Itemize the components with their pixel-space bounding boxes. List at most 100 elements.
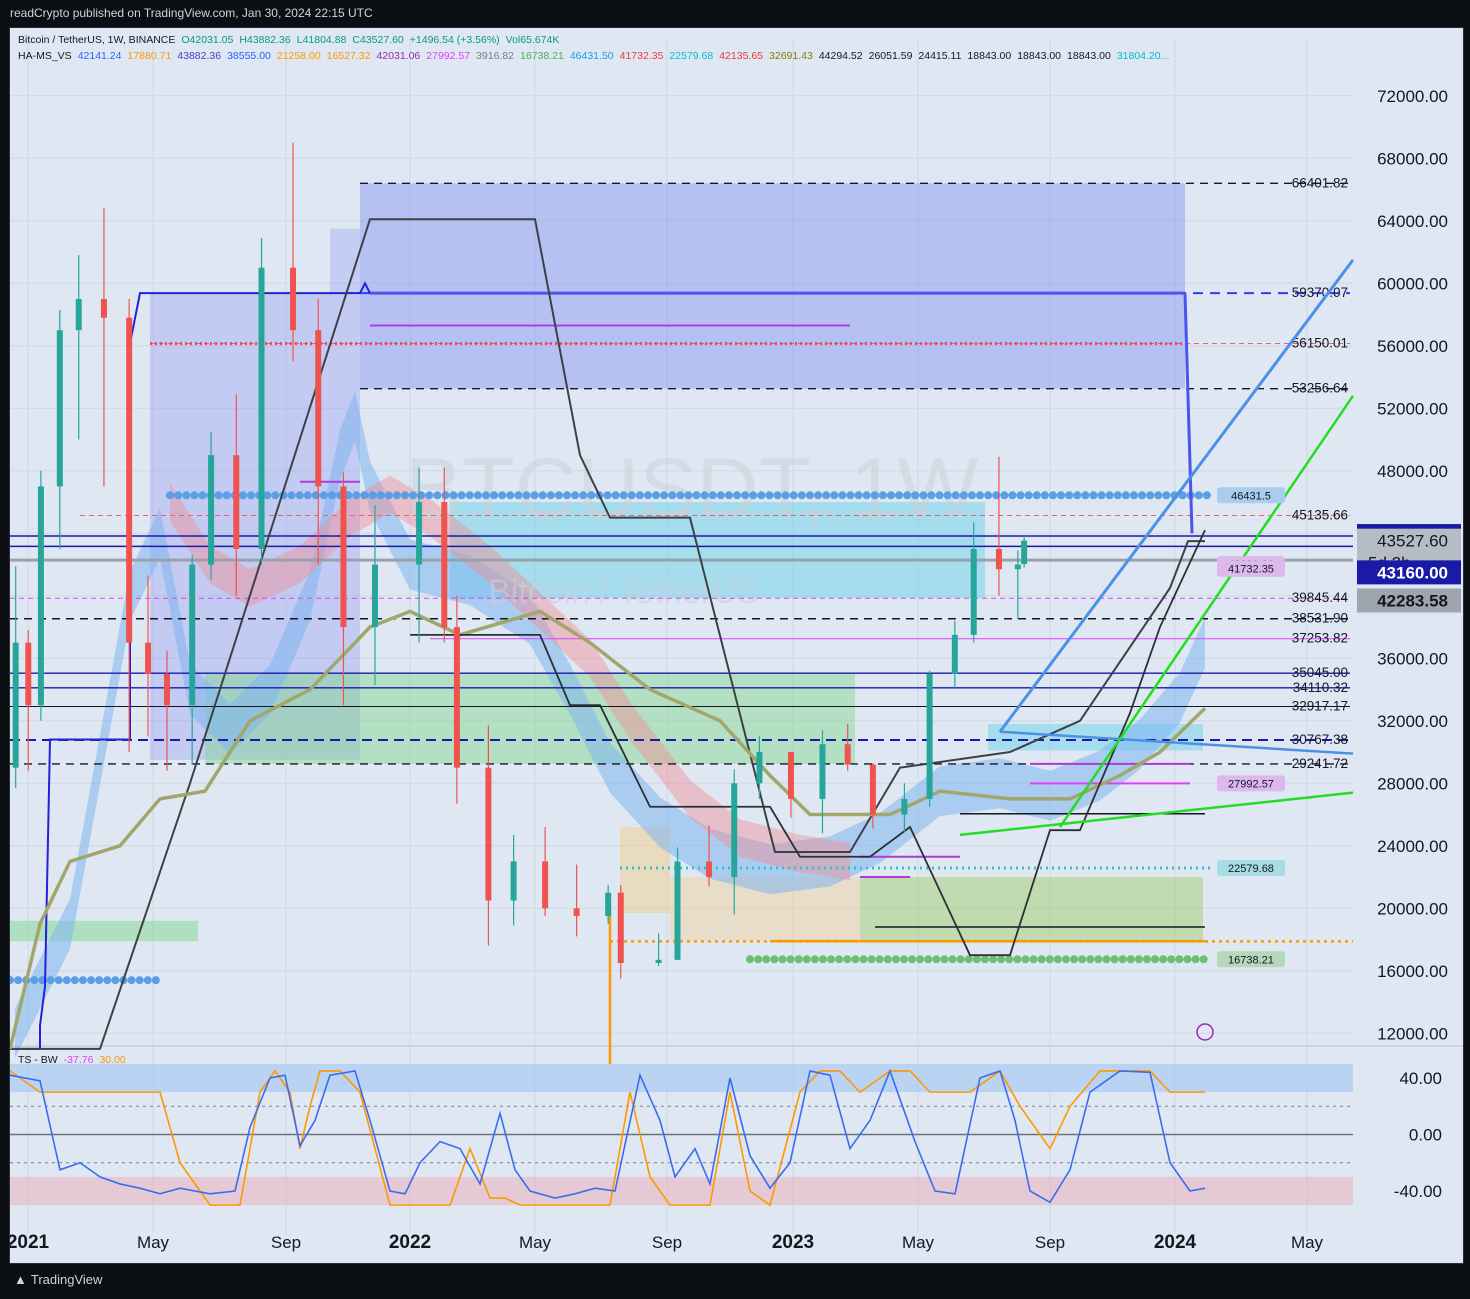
candle-body xyxy=(145,642,152,674)
badge-bg xyxy=(1217,859,1285,876)
badge-label: 22579.68 xyxy=(1228,863,1274,875)
level-label: 53256.64 xyxy=(1292,381,1349,396)
time-tick: May xyxy=(1291,1233,1324,1252)
time-tick: May xyxy=(902,1233,935,1252)
badge-bg xyxy=(1217,951,1285,968)
candle-body xyxy=(163,673,170,706)
level-label: 38531.90 xyxy=(1292,611,1348,626)
oscillator-name: TS - BW xyxy=(18,1054,58,1066)
chart-frame[interactable]: BTCUSDT, 1W Bitcoin / TetherUS 66401.82 593… xyxy=(9,27,1464,1264)
ohlc-change: +1496.54 (+3.56%) xyxy=(409,34,500,46)
level-label: 39845.44 xyxy=(1292,590,1349,605)
oscillator-value-1: -37.76 xyxy=(63,1054,94,1066)
time-tick: 2021 xyxy=(10,1232,50,1253)
candle-body xyxy=(787,752,794,799)
price-tick: 64000.00 xyxy=(1377,212,1448,231)
badge-label: 27992.57 xyxy=(1228,778,1274,790)
footer-brand[interactable]: ▲ TradingView xyxy=(14,1272,102,1287)
price-tick: 72000.00 xyxy=(1377,87,1448,106)
candle-body xyxy=(970,548,977,635)
indicator-value: 42135.65 xyxy=(719,50,764,62)
volume-value: Vol65.674K xyxy=(505,34,560,46)
candle-body xyxy=(617,892,624,963)
osc-tick: -40.00 xyxy=(1394,1182,1442,1201)
price-tick: 60000.00 xyxy=(1377,274,1448,293)
osc-tick: 40.00 xyxy=(1399,1069,1442,1088)
candle-body xyxy=(340,486,347,628)
candle-body xyxy=(819,744,826,799)
watermark-name: Bitcoin / TetherUS xyxy=(488,573,760,611)
green-trend-line xyxy=(1058,395,1355,828)
price-badge-gray: 42283.58 xyxy=(1377,591,1448,610)
channel-upper-line xyxy=(998,258,1355,733)
osc-blue-line xyxy=(10,1068,1206,1204)
indicator-value: 27992.57 xyxy=(426,50,471,62)
indicator-value: 16738.21 xyxy=(520,50,564,62)
candle-body xyxy=(756,752,763,784)
blue-step-line xyxy=(10,281,371,1050)
price-tick: 56000.00 xyxy=(1377,337,1448,356)
black-step-line-2 xyxy=(410,529,1206,957)
candle-body xyxy=(75,298,82,331)
badge-bg xyxy=(1217,775,1285,792)
candle-body xyxy=(951,634,958,674)
candle-body xyxy=(441,502,448,628)
ohlc-open: O42031.05 xyxy=(181,34,234,46)
time-tick: Sep xyxy=(271,1233,301,1252)
candle-body xyxy=(233,455,240,549)
zone-green xyxy=(205,673,855,764)
level-label: 45135.66 xyxy=(1292,508,1348,523)
candle-body xyxy=(510,861,517,901)
price-badge-blue: 43160.00 xyxy=(1377,563,1448,582)
indicator-value: 43882.36 xyxy=(177,50,222,62)
zone-cyan xyxy=(450,502,985,599)
level-label: 29241.72 xyxy=(1292,756,1348,771)
indicator-value: 42031.06 xyxy=(376,50,421,62)
candle-body xyxy=(844,744,851,765)
level-label: 56150.01 xyxy=(1292,335,1348,350)
candle-body xyxy=(37,486,44,706)
lightning-icon xyxy=(1196,1023,1214,1041)
price-tick: 24000.00 xyxy=(1377,837,1448,856)
zone-left-purple-top xyxy=(330,228,360,294)
blue-drop-line xyxy=(1183,293,1194,534)
indicator-value: 24415.11 xyxy=(918,50,962,62)
olive-step-line xyxy=(10,609,1207,1050)
price-tick: 16000.00 xyxy=(1377,962,1448,981)
indicator-legend[interactable]: HA-MS_VS 42141.24 17880.71 43882.36 38555.00… xyxy=(18,50,1181,62)
symbol-legend[interactable]: Bitcoin / TetherUS, 1W, BINANCE O42031.05… xyxy=(18,34,565,46)
time-tick: May xyxy=(137,1233,170,1252)
candle-body xyxy=(315,330,322,487)
badge-bg xyxy=(1217,487,1285,504)
level-label: 32917.17 xyxy=(1292,698,1348,713)
candle-body xyxy=(674,861,681,960)
symbol-title[interactable]: Bitcoin / TetherUS, 1W, BINANCE xyxy=(18,34,176,46)
badge-label: 16738.21 xyxy=(1228,954,1274,966)
badge-label: 41732.35 xyxy=(1228,564,1274,576)
time-tick: Sep xyxy=(1035,1233,1065,1252)
price-badge-current: 43527.60 xyxy=(1377,532,1448,551)
price-tick: 36000.00 xyxy=(1377,649,1448,668)
level-label: 66401.82 xyxy=(1292,175,1348,190)
indicator-name[interactable]: HA-MS_VS xyxy=(18,50,72,62)
candle-body xyxy=(655,959,662,963)
price-tick: 48000.00 xyxy=(1377,462,1448,481)
tradingview-logo-icon: ▲ xyxy=(14,1272,27,1287)
oscillator-legend[interactable]: TS - BW -37.76 30.00 xyxy=(18,1054,132,1066)
candle-body xyxy=(371,564,378,628)
candle-body xyxy=(605,892,612,917)
candle-body xyxy=(573,908,580,917)
price-tick: 68000.00 xyxy=(1377,149,1448,168)
level-label: 30767.38 xyxy=(1292,732,1348,747)
indicator-value: 32691.43 xyxy=(769,50,813,62)
candle-body xyxy=(1021,540,1028,565)
candle-body xyxy=(453,627,460,768)
price-tick: 32000.00 xyxy=(1377,712,1448,731)
time-tick: 2024 xyxy=(1154,1232,1197,1253)
brand-label: TradingView xyxy=(30,1272,103,1287)
badge-label: 46431.5 xyxy=(1231,490,1271,502)
indicator-value: 46431.50 xyxy=(569,50,614,62)
indicator-value: 31804.20... xyxy=(1116,50,1170,62)
candle-body xyxy=(542,861,549,909)
